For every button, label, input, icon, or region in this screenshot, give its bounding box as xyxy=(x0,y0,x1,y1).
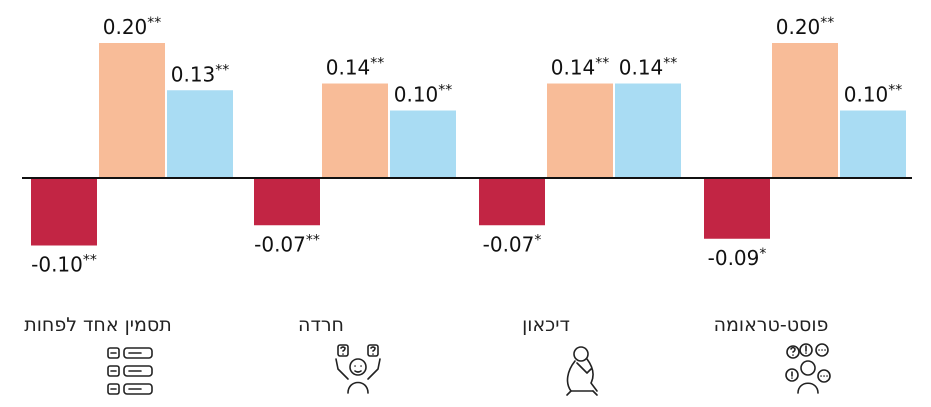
category-label: פוסט-טראומה xyxy=(714,314,829,336)
data-label: 0.10** xyxy=(844,83,903,107)
bar xyxy=(167,90,233,178)
data-label: 0.13** xyxy=(171,62,230,86)
data-label: 0.14** xyxy=(551,56,610,80)
bar xyxy=(479,178,545,226)
data-label: 0.20** xyxy=(103,15,162,39)
category-label: תסמין אחד לפחות xyxy=(24,314,171,336)
data-label: -0.07** xyxy=(254,232,320,256)
data-label: -0.10** xyxy=(31,253,97,277)
data-label: 0.14** xyxy=(619,56,678,80)
bar xyxy=(547,83,613,178)
data-label: 0.14** xyxy=(326,56,385,80)
data-label: 0.20** xyxy=(776,15,835,39)
bar xyxy=(840,110,906,178)
bar xyxy=(615,83,681,178)
data-label: -0.07* xyxy=(483,232,542,256)
people-questions-icon xyxy=(785,343,831,394)
bar xyxy=(390,110,456,178)
checklist-icon xyxy=(107,347,153,395)
data-label: 0.10** xyxy=(394,83,453,107)
category-label: דיכאון xyxy=(522,314,570,336)
bar xyxy=(322,83,388,178)
bar xyxy=(704,178,770,239)
bar xyxy=(772,43,838,178)
category-labels-layer: פוסט-טראומה דיכאון חרדה תסמין אחד לפחות xyxy=(24,314,828,336)
anxious-person-icon xyxy=(335,344,381,394)
bars-layer xyxy=(31,43,906,246)
sad-person-icon xyxy=(566,346,598,396)
category-label: חרדה xyxy=(298,314,344,336)
bar xyxy=(254,178,320,226)
bar xyxy=(31,178,97,246)
bar xyxy=(99,43,165,178)
data-label: -0.09* xyxy=(708,246,767,270)
